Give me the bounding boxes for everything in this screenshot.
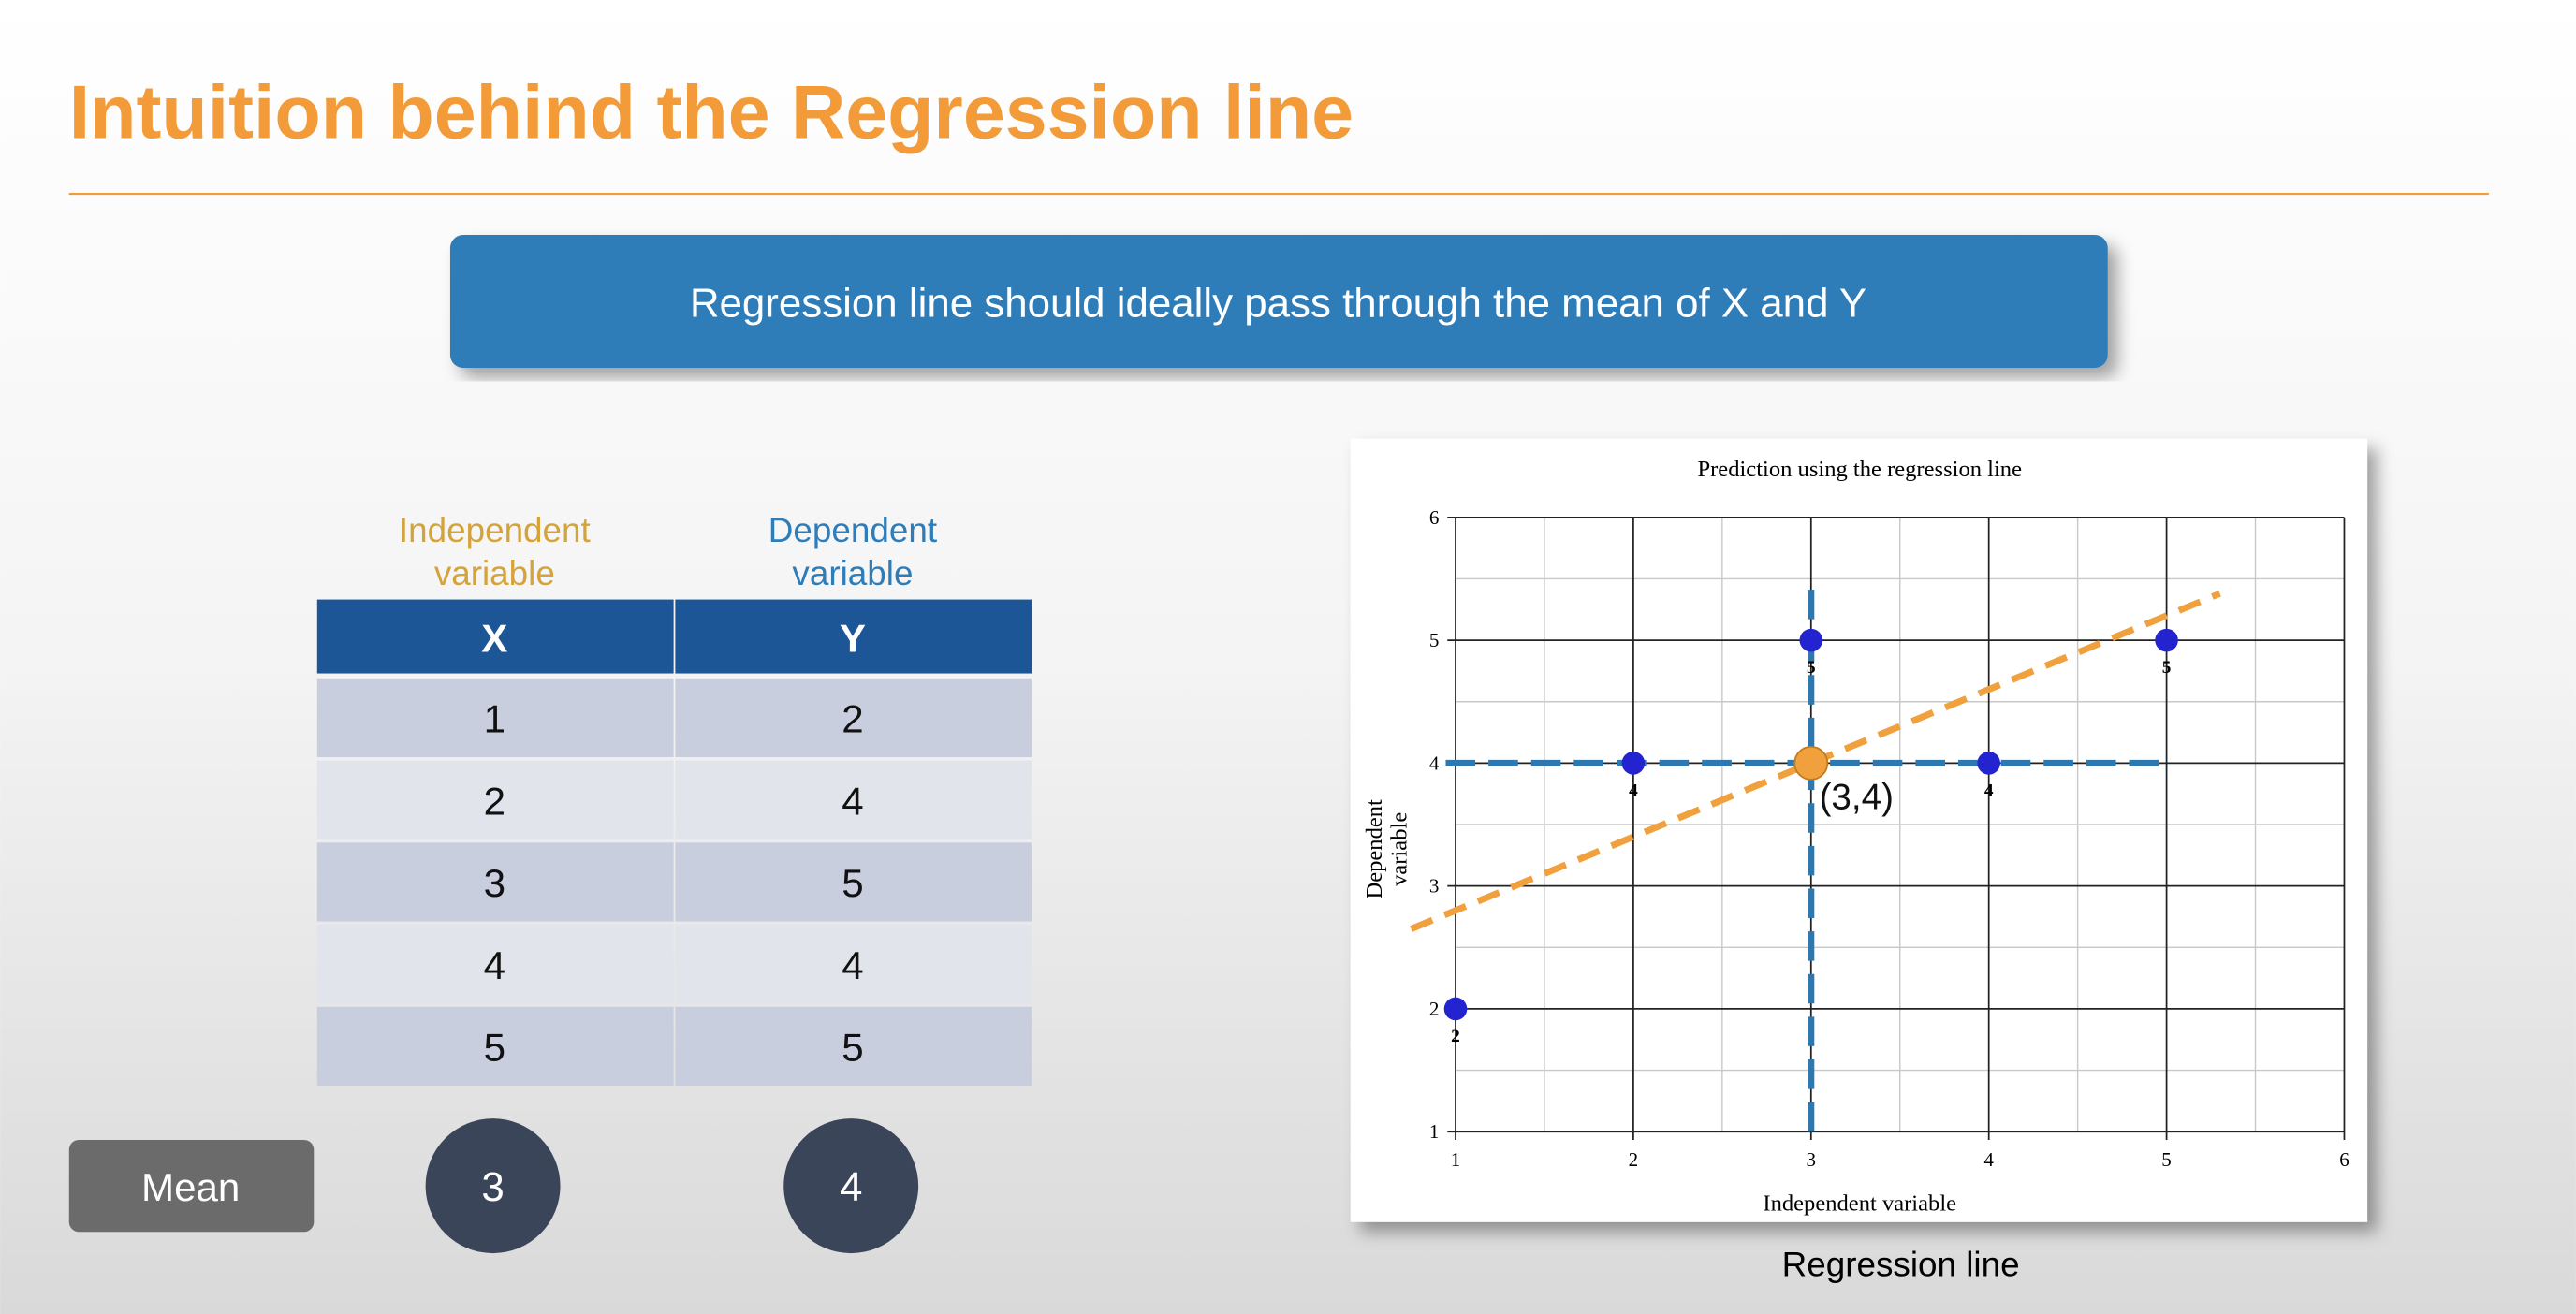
cell-text: 4: [842, 943, 863, 987]
cell-text: 1: [484, 697, 505, 741]
x-tick-label: 2: [1629, 1148, 1639, 1171]
table-cell: [316, 842, 674, 922]
mean-value: 3: [481, 1164, 504, 1210]
plot: 1 2 3 4 5 6 1 2 3 4 5 6 2 4 5 4 5 (3,4): [1410, 506, 2349, 1171]
y-tick-label: 4: [1429, 752, 1440, 774]
header-cell: [675, 599, 1032, 674]
header-text: Y: [840, 617, 866, 661]
table-cell: [316, 760, 674, 840]
x-tick-label: 1: [1451, 1148, 1461, 1171]
y-tick-label: 2: [1429, 998, 1440, 1020]
x-tick-label: 6: [2339, 1148, 2349, 1171]
cell-text: 4: [842, 779, 863, 823]
banner: [449, 234, 2108, 369]
table-cell: [675, 925, 1032, 1004]
mean-point: [1793, 745, 1829, 781]
point-label: 4: [1629, 781, 1638, 800]
table-cell: [316, 925, 674, 1004]
banner-text: Regression line should ideally pass thro…: [690, 281, 1866, 327]
y-tick-label: 3: [1429, 875, 1440, 898]
mean-point-label: (3,4): [1820, 778, 1894, 818]
x-tick-label: 4: [1983, 1148, 1994, 1171]
y-axis-label: Dependent: [1362, 799, 1387, 899]
cell-text: 4: [484, 943, 505, 987]
x-axis-label: Independent variable: [1763, 1190, 1956, 1216]
header-text: X: [481, 617, 507, 661]
caption: Regression line: [1782, 1246, 2020, 1284]
cell-text: 5: [842, 1026, 863, 1070]
cell-text: 2: [842, 697, 863, 741]
point-label: 5: [1807, 658, 1816, 678]
table-cell: [675, 678, 1032, 758]
y-axis-label: variable: [1386, 812, 1412, 886]
point-label: 2: [1451, 1027, 1460, 1046]
data-point: [2155, 628, 2178, 652]
mean-label: Mean: [141, 1165, 240, 1209]
column-label: Independent: [399, 511, 591, 549]
column-label: variable: [792, 554, 913, 592]
table-cell: [316, 678, 674, 758]
column-label: Dependent: [768, 511, 937, 549]
mean-button: [68, 1139, 315, 1233]
header-cell: [316, 599, 674, 674]
data-point: [1443, 997, 1468, 1021]
table-cell: [316, 1006, 674, 1087]
chart-panel: [1350, 438, 2368, 1222]
mean-badge: [425, 1118, 561, 1254]
slide-title: Intuition behind the Regression line: [69, 70, 1354, 154]
cell-text: 2: [484, 779, 505, 823]
data-point: [1621, 752, 1646, 775]
cell-text: 3: [484, 861, 505, 905]
table-cell: [675, 842, 1032, 922]
cell-text: 5: [842, 861, 863, 905]
point-label: 4: [1984, 781, 1994, 800]
data-point: [1977, 752, 2000, 775]
y-tick-label: 1: [1429, 1120, 1440, 1143]
point-label: 5: [2162, 658, 2172, 678]
chart-title: Prediction using the regression line: [1697, 457, 2022, 482]
table-cell: [675, 1006, 1032, 1087]
y-tick-label: 6: [1429, 506, 1440, 529]
column-label: variable: [434, 554, 555, 592]
data-point: [1799, 628, 1823, 652]
cell-text: 5: [484, 1026, 505, 1070]
mean-badge: [783, 1118, 919, 1254]
y-tick-label: 5: [1429, 629, 1440, 651]
mean-value: 4: [840, 1164, 862, 1210]
x-tick-label: 3: [1807, 1148, 1817, 1171]
x-tick-label: 5: [2161, 1148, 2172, 1171]
table-cell: [675, 760, 1032, 840]
table: X Y 1 2 2 4 3 5 4 4 5 5: [316, 599, 1032, 1087]
